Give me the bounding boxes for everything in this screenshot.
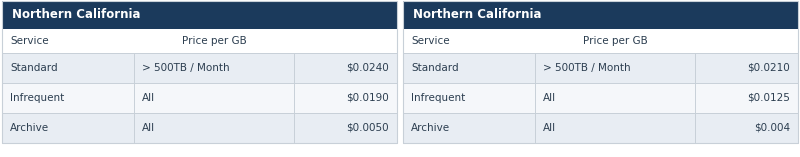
Text: Archive: Archive bbox=[411, 123, 450, 133]
Text: Infrequent: Infrequent bbox=[411, 93, 466, 103]
Text: $0.0190: $0.0190 bbox=[346, 93, 389, 103]
Text: Archive: Archive bbox=[10, 123, 49, 133]
Text: Service: Service bbox=[411, 36, 450, 46]
Text: All: All bbox=[142, 93, 155, 103]
Text: $0.0125: $0.0125 bbox=[747, 93, 790, 103]
Text: $0.0240: $0.0240 bbox=[346, 63, 389, 73]
Bar bbox=[403, 1, 798, 143]
Bar bbox=[403, 83, 798, 113]
Text: $0.0210: $0.0210 bbox=[747, 63, 790, 73]
Text: Standard: Standard bbox=[411, 63, 458, 73]
Bar bbox=[2, 53, 397, 83]
Bar bbox=[2, 83, 397, 113]
Text: $0.004: $0.004 bbox=[754, 123, 790, 133]
Text: Standard: Standard bbox=[10, 63, 58, 73]
Text: Service: Service bbox=[10, 36, 49, 46]
Bar bbox=[2, 1, 397, 29]
Text: Northern California: Northern California bbox=[12, 8, 141, 22]
Bar bbox=[2, 113, 397, 143]
Bar bbox=[403, 53, 798, 83]
Text: All: All bbox=[142, 123, 155, 133]
Bar bbox=[2, 1, 397, 143]
Text: All: All bbox=[543, 123, 557, 133]
Bar bbox=[403, 1, 798, 29]
Text: > 500TB / Month: > 500TB / Month bbox=[543, 63, 631, 73]
Text: $0.0050: $0.0050 bbox=[346, 123, 389, 133]
Text: Infrequent: Infrequent bbox=[10, 93, 64, 103]
Bar bbox=[2, 29, 397, 53]
Text: > 500TB / Month: > 500TB / Month bbox=[142, 63, 230, 73]
Text: All: All bbox=[543, 93, 557, 103]
Text: Price per GB: Price per GB bbox=[583, 36, 648, 46]
Bar bbox=[403, 29, 798, 53]
Text: Northern California: Northern California bbox=[413, 8, 542, 22]
Bar bbox=[403, 113, 798, 143]
Text: Price per GB: Price per GB bbox=[182, 36, 246, 46]
